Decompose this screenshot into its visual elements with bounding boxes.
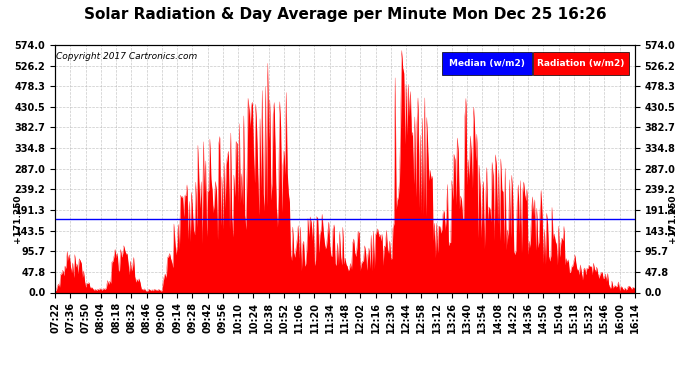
Text: Median (w/m2): Median (w/m2): [448, 59, 524, 68]
Text: +171.250: +171.250: [13, 194, 22, 243]
Text: Copyright 2017 Cartronics.com: Copyright 2017 Cartronics.com: [57, 53, 197, 62]
FancyBboxPatch shape: [533, 53, 629, 75]
FancyBboxPatch shape: [442, 53, 531, 75]
Text: Solar Radiation & Day Average per Minute Mon Dec 25 16:26: Solar Radiation & Day Average per Minute…: [83, 8, 607, 22]
Text: +171.250: +171.250: [668, 194, 677, 243]
Text: Radiation (w/m2): Radiation (w/m2): [538, 59, 625, 68]
